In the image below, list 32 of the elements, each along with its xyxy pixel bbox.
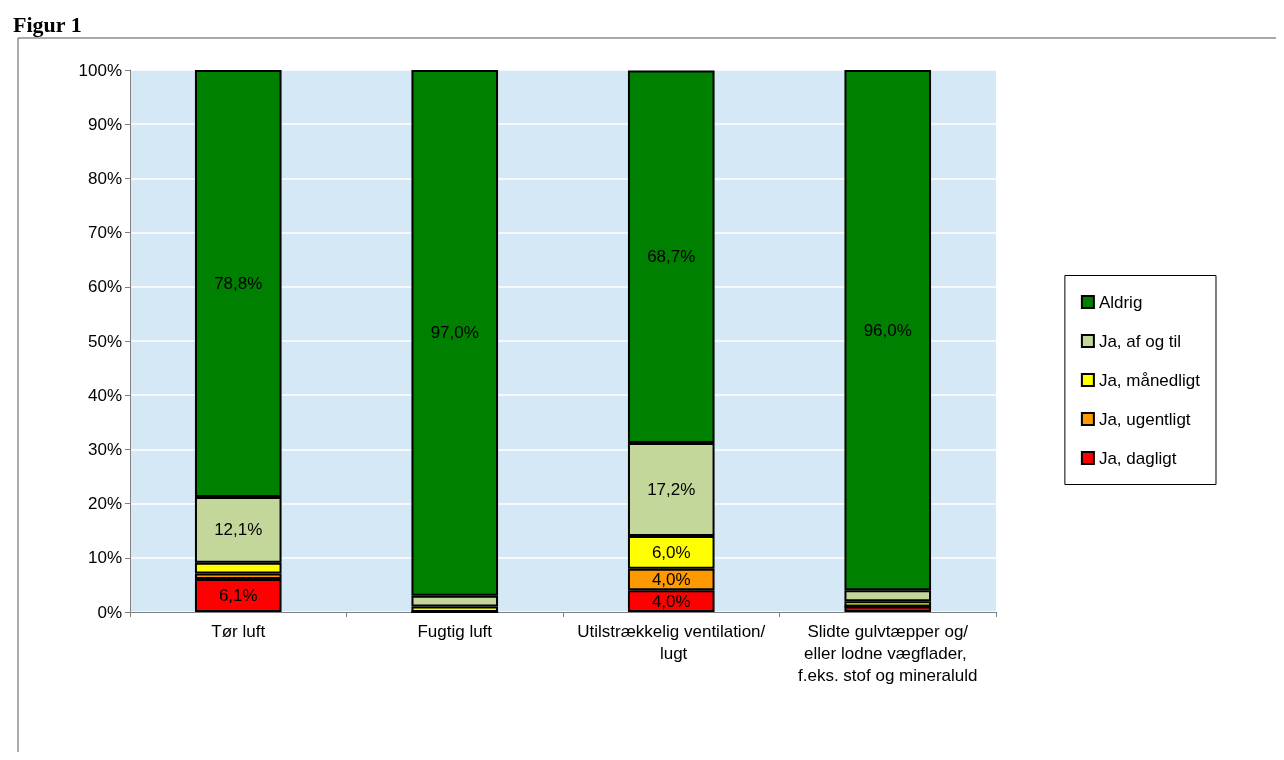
data-label: 4,0%: [651, 569, 691, 589]
legend-label: Ja, ugentligt: [1098, 409, 1191, 429]
y-tick-label: 70%: [87, 223, 122, 243]
y-tick-label: 60%: [87, 277, 122, 297]
data-label: 6,1%: [218, 585, 258, 605]
data-label: 96,0%: [863, 320, 912, 340]
data-label: 4,0%: [651, 591, 691, 611]
legend-label: Ja, af og til: [1098, 331, 1182, 351]
data-label: 17,2%: [647, 480, 696, 500]
x-tick-label: Utilstrækkelig ventilation/ lugt: [577, 621, 766, 663]
chart-title: Figur 1: [13, 11, 82, 37]
data-label: 97,0%: [430, 323, 479, 343]
bar: [194, 578, 282, 612]
x-tick-label: Slidte gulvtæpper og/eller lodne vægflader, f.eks. stof og mineraluld: [797, 621, 978, 685]
y-tick-label: 90%: [87, 114, 122, 134]
y-tick-label: 50%: [87, 331, 122, 351]
y-tick-label: 10%: [87, 548, 122, 568]
legend-label: Aldrig: [1098, 292, 1143, 312]
y-tick-label: 20%: [87, 494, 122, 514]
y-tick-label: 0%: [97, 602, 122, 622]
y-tick-label: 40%: [87, 385, 122, 405]
data-label: 6,0%: [651, 542, 691, 562]
y-tick-label: 80%: [87, 168, 122, 188]
y-tick-label: 100%: [78, 60, 122, 80]
data-label: 12,1%: [214, 520, 263, 540]
x-tick-label: Fugtig luft: [417, 621, 493, 641]
legend-label: Ja, dagligt: [1098, 448, 1177, 468]
data-label: 68,7%: [647, 247, 696, 267]
x-tick-label: Tør luft: [211, 621, 266, 641]
y-tick-label: 30%: [87, 439, 122, 459]
data-label: 78,8%: [214, 274, 263, 294]
legend-label: Ja, månedligt: [1098, 370, 1201, 390]
